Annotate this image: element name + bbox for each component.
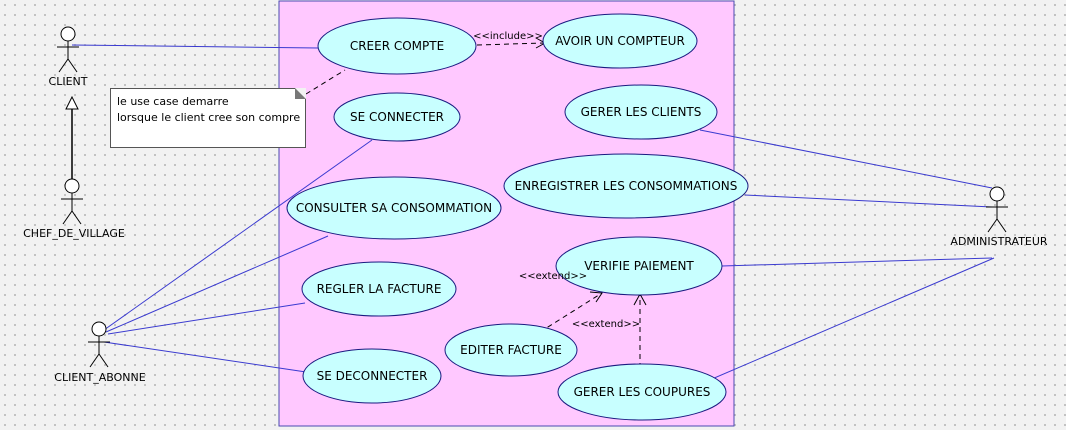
actor-chef-de-village[interactable] [61,178,83,225]
actor-administrateur[interactable] [986,186,1008,233]
note-text-line-1: le use case demarre [117,95,229,108]
association-abonne-se-connecter[interactable] [103,139,373,331]
usecase-verifie-paiement[interactable]: VERIFIE PAIEMENT [555,236,723,296]
association-admin-enregistrer[interactable] [744,194,993,208]
association-abonne-consulter[interactable] [105,235,329,333]
usecase-avoir-un-compteur[interactable]: AVOIR UN COMPTEUR [542,13,698,69]
note-folded-corner [295,88,306,99]
association-abonne-regler[interactable] [107,302,306,335]
association-admin-gerer-clients[interactable] [699,129,993,189]
note-text-line-2: lorsque le client cree son compre [117,111,301,124]
usecase-se-connecter[interactable]: SE CONNECTER [333,92,461,142]
usecase-se-connecter-label: SE CONNECTER [350,110,444,124]
usecase-se-deconnecter[interactable]: SE DECONNECTER [302,348,442,404]
usecase-verifie-paiement-label: VERIFIE PAIEMENT [584,259,694,273]
extend-stereotype-label-editer: <<extend>> [519,271,587,282]
usecase-gerer-les-coupures-label: GERER LES COUPURES [574,385,711,399]
actor-client-abonne-label: CLIENT_ABONNE [54,371,145,384]
usecase-enregistrer-les-consommations-label: ENREGISTRER LES CONSOMMATIONS [515,179,738,193]
usecase-regler-la-facture-label: REGLER LA FACTURE [317,282,442,296]
actor-administrateur-label: ADMINISTRATEUR [950,235,1047,248]
usecase-enregistrer-les-consommations[interactable]: ENREGISTRER LES CONSOMMATIONS [503,153,749,219]
association-client-creer-compte[interactable] [71,44,319,49]
usecase-se-deconnecter-label: SE DECONNECTER [317,369,428,383]
comment-note[interactable]: le use case demarre lorsque le client cr… [110,88,306,148]
usecase-editer-facture[interactable]: EDITER FACTURE [444,323,578,377]
note-anchor-line[interactable] [305,69,346,95]
association-admin-coupures[interactable] [704,257,995,383]
extend-stereotype-label-coupures: <<extend>> [572,319,640,330]
extend-editer-line[interactable] [539,292,603,333]
usecase-consulter-sa-consommation-label: CONSULTER SA CONSOMMATION [296,201,492,215]
usecase-regler-la-facture[interactable]: REGLER LA FACTURE [301,261,457,317]
usecase-creer-compte[interactable]: CREER COMPTE [317,17,477,75]
usecase-gerer-les-coupures[interactable]: GERER LES COUPURES [557,363,727,421]
actor-chef-de-village-label: CHEF_DE_VILLAGE [23,227,125,240]
usecase-gerer-les-clients[interactable]: GERER LES CLIENTS [564,84,718,140]
association-abonne-deconnecter[interactable] [103,341,307,373]
actor-client-abonne[interactable] [88,321,110,368]
usecase-creer-compte-label: CREER COMPTE [350,39,444,53]
generalization-arrowhead [65,95,79,110]
include-dependency-line[interactable] [476,42,545,46]
usecase-editer-facture-label: EDITER FACTURE [460,343,562,357]
include-stereotype-label: <<include>> [473,31,543,42]
association-admin-verifie[interactable] [721,257,993,267]
usecase-avoir-un-compteur-label: AVOIR UN COMPTEUR [555,34,685,48]
extend-editer-arrowhead [589,291,603,303]
actor-client-label: CLIENT [49,75,88,88]
actor-client[interactable] [57,26,79,73]
usecase-gerer-les-clients-label: GERER LES CLIENTS [581,105,702,119]
usecase-consulter-sa-consommation[interactable]: CONSULTER SA CONSOMMATION [286,176,502,240]
